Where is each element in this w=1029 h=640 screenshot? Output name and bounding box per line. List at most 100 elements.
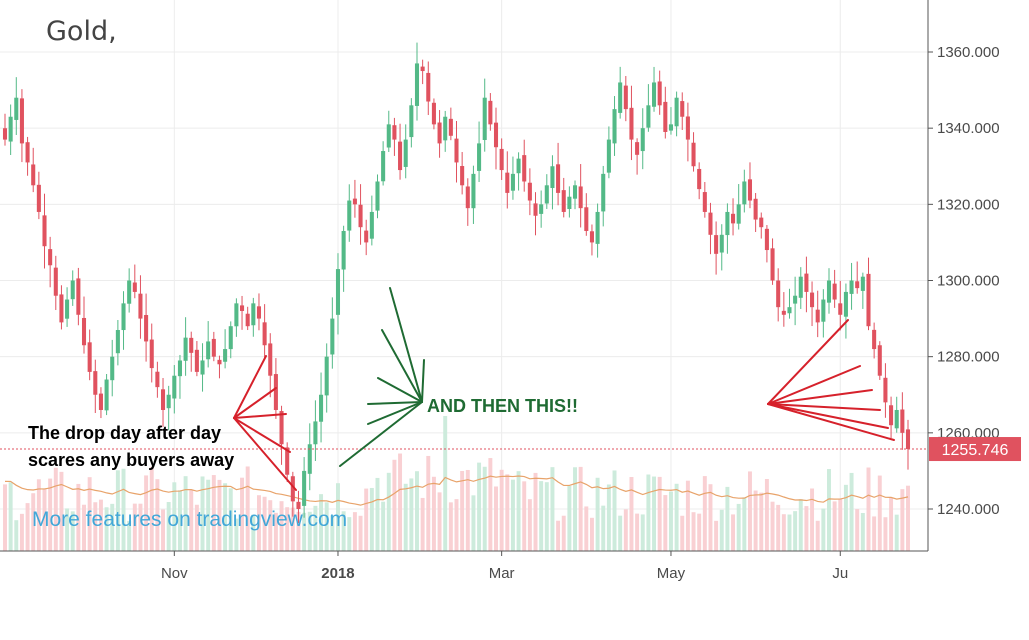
candle-body[interactable] (155, 371, 160, 388)
candle-body[interactable] (409, 105, 414, 138)
candle-body[interactable] (595, 211, 600, 244)
candle-body[interactable] (770, 248, 775, 281)
candle-body[interactable] (93, 371, 98, 395)
candle-body[interactable] (680, 101, 685, 117)
candle-body[interactable] (217, 359, 222, 365)
candle-body[interactable] (651, 82, 657, 107)
candle-body[interactable] (335, 269, 341, 315)
candle-body[interactable] (324, 356, 329, 396)
candle-body[interactable] (499, 148, 504, 171)
candle-body[interactable] (460, 166, 465, 186)
candle-body[interactable] (194, 349, 199, 372)
candle-body[interactable] (65, 299, 70, 319)
candle-body[interactable] (144, 315, 149, 342)
candle-body[interactable] (358, 204, 363, 228)
candle-body[interactable] (110, 356, 115, 381)
candle-body[interactable] (290, 476, 295, 502)
candle-body[interactable] (668, 124, 673, 131)
candle-body[interactable] (347, 200, 352, 231)
candle-body[interactable] (702, 192, 707, 212)
candle-body[interactable] (8, 116, 13, 142)
candle-body[interactable] (375, 181, 380, 211)
candle-body[interactable] (804, 273, 809, 292)
candle-body[interactable] (640, 128, 645, 152)
candle-body[interactable] (234, 303, 239, 327)
candle-body[interactable] (454, 138, 459, 163)
candle-body[interactable] (793, 295, 798, 304)
candle-body[interactable] (53, 267, 58, 296)
candle-body[interactable] (98, 393, 103, 410)
candles[interactable] (2, 42, 911, 524)
candle-body[interactable] (736, 204, 741, 224)
candle-body[interactable] (860, 276, 865, 291)
candle-body[interactable] (731, 213, 736, 224)
candle-body[interactable] (866, 273, 871, 327)
candle-body[interactable] (894, 409, 899, 429)
candle-body[interactable] (104, 379, 109, 411)
candle-body[interactable] (273, 374, 278, 410)
candle-body[interactable] (431, 102, 436, 125)
candle-body[interactable] (697, 168, 702, 190)
candle-body[interactable] (398, 141, 403, 171)
candle-body[interactable] (200, 360, 205, 375)
candle-body[interactable] (364, 230, 369, 243)
candle-body[interactable] (618, 82, 623, 113)
candle-body[interactable] (471, 173, 476, 209)
candle-body[interactable] (601, 173, 606, 212)
candle-body[interactable] (183, 337, 188, 361)
candle-body[interactable] (567, 196, 572, 209)
candle-body[interactable] (838, 303, 843, 315)
candle-body[interactable] (285, 447, 290, 475)
candle-body[interactable] (623, 85, 628, 110)
candle-body[interactable] (19, 98, 24, 144)
candle-body[interactable] (149, 339, 154, 369)
candle-body[interactable] (889, 405, 894, 426)
candle-body[interactable] (849, 280, 854, 294)
candle-body[interactable] (815, 309, 820, 323)
candle-body[interactable] (589, 231, 594, 243)
candle-body[interactable] (787, 307, 792, 314)
candle-body[interactable] (584, 207, 589, 231)
candle-body[interactable] (855, 281, 860, 289)
candle-body[interactable] (578, 186, 583, 209)
candle-body[interactable] (59, 294, 64, 323)
candle-body[interactable] (420, 66, 425, 72)
candle-body[interactable] (522, 155, 527, 182)
candle-body[interactable] (725, 211, 730, 236)
candle-body[interactable] (279, 411, 284, 445)
candle-body[interactable] (172, 375, 177, 399)
candle-body[interactable] (527, 182, 532, 201)
candle-body[interactable] (764, 228, 769, 251)
candle-body[interactable] (646, 105, 651, 128)
candle-body[interactable] (25, 142, 30, 163)
candle-body[interactable] (330, 318, 335, 355)
candle-body[interactable] (905, 429, 911, 450)
candle-body[interactable] (42, 215, 47, 247)
candle-body[interactable] (832, 283, 837, 300)
candle-body[interactable] (488, 100, 493, 125)
candle-body[interactable] (821, 299, 826, 322)
candle-body[interactable] (448, 118, 453, 136)
candle-body[interactable] (414, 63, 420, 106)
candle-body[interactable] (674, 97, 679, 127)
candle-body[interactable] (572, 185, 578, 199)
candle-body[interactable] (36, 184, 41, 212)
candle-body[interactable] (877, 345, 882, 376)
candle-body[interactable] (629, 107, 634, 140)
candle-body[interactable] (872, 329, 877, 350)
candle-body[interactable] (465, 186, 470, 209)
candle-body[interactable] (206, 341, 211, 360)
candle-body[interactable] (132, 282, 137, 292)
candle-body[interactable] (493, 122, 499, 148)
candle-body[interactable] (561, 190, 566, 212)
candle-body[interactable] (826, 280, 832, 303)
candle-body[interactable] (392, 125, 397, 140)
candle-body[interactable] (262, 322, 267, 346)
candle-body[interactable] (719, 234, 724, 253)
candle-body[interactable] (14, 97, 19, 120)
candle-body[interactable] (296, 501, 301, 509)
candle-body[interactable] (753, 198, 758, 220)
candle-body[interactable] (443, 116, 448, 141)
candle-body[interactable] (747, 179, 753, 201)
